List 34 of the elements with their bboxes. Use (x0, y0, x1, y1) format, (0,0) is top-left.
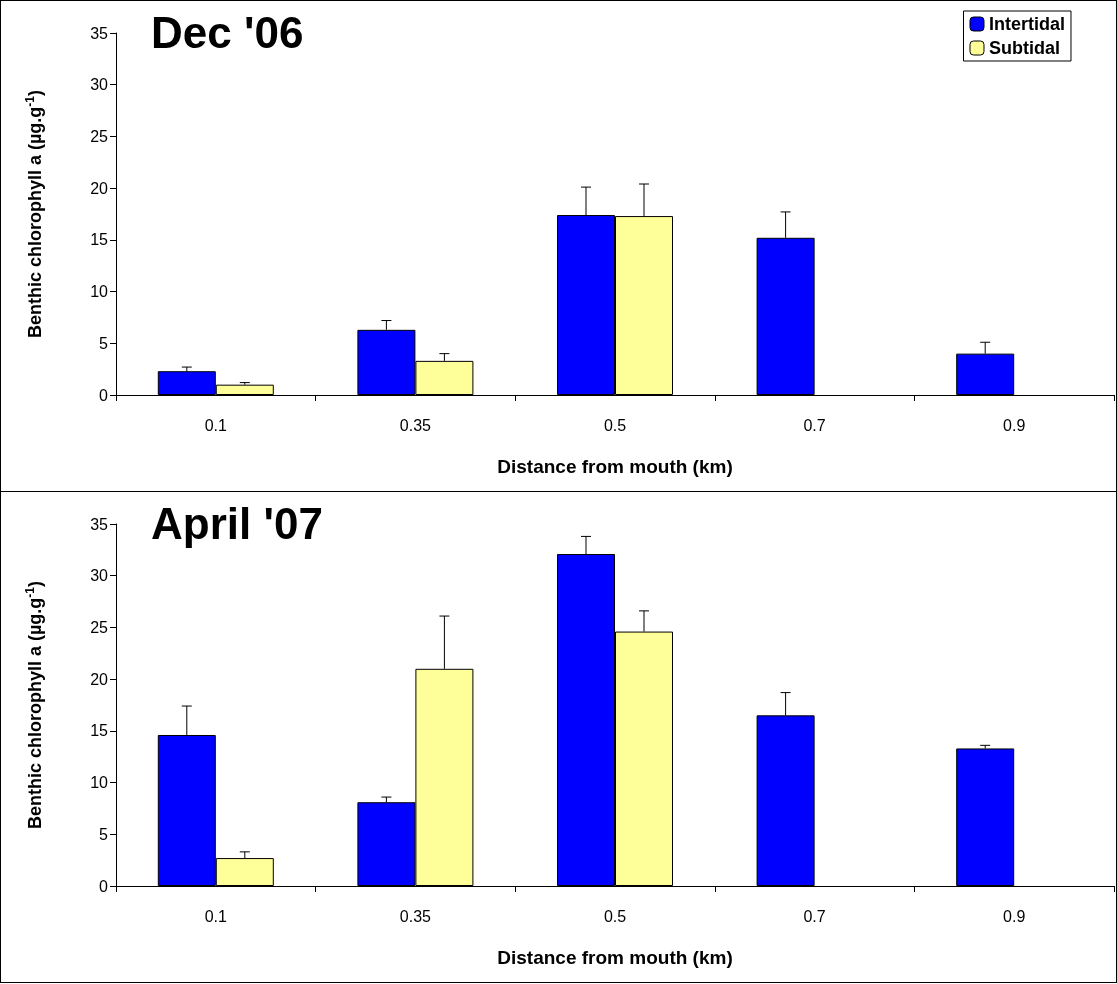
x-axis-title: Distance from mouth (km) (497, 947, 733, 968)
x-tick-label: 0.9 (1003, 416, 1026, 434)
chart-title: April '07 (151, 498, 323, 548)
x-tick-label: 0.35 (399, 416, 432, 434)
x-tick-label: 0.5 (603, 907, 627, 925)
y-tick-label: 10 (90, 283, 109, 301)
x-tick-label: 0.1 (204, 416, 228, 434)
y-tick-label: 5 (99, 334, 109, 352)
y-tick-label: 15 (90, 722, 109, 740)
y-tick-label: 25 (90, 127, 109, 145)
y-tick-label: 35 (90, 515, 109, 533)
x-tick-label: 0.7 (803, 907, 826, 925)
y-tick-label: 15 (90, 231, 109, 249)
y-tick-label: 30 (90, 567, 109, 585)
x-tick-label: 0.9 (1003, 907, 1026, 925)
y-tick-label: 30 (90, 76, 109, 94)
legend-label: Subtidal (988, 38, 1060, 58)
x-tick-label: 0.35 (399, 907, 432, 925)
y-axis-title: Benthic chlorophyll a (µg.g-1) (23, 580, 45, 830)
y-tick-label: 20 (90, 179, 109, 197)
legend-label: Intertidal (988, 14, 1066, 34)
x-tick-label: 0.7 (803, 416, 826, 434)
y-tick-label: 20 (90, 670, 109, 688)
x-axis-title: Distance from mouth (km) (497, 456, 733, 477)
x-tick-label: 0.5 (603, 416, 627, 434)
y-tick-label: 35 (90, 24, 109, 42)
y-tick-label: 0 (99, 386, 109, 404)
y-tick-label: 0 (99, 877, 109, 895)
x-tick-label: 0.1 (204, 907, 228, 925)
y-tick-label: 25 (90, 618, 109, 636)
y-axis-title: Benthic chlorophyll a (µg.g-1) (23, 89, 45, 339)
y-tick-label: 10 (90, 774, 109, 792)
chart-title: Dec '06 (151, 7, 304, 57)
y-tick-label: 5 (99, 825, 109, 843)
